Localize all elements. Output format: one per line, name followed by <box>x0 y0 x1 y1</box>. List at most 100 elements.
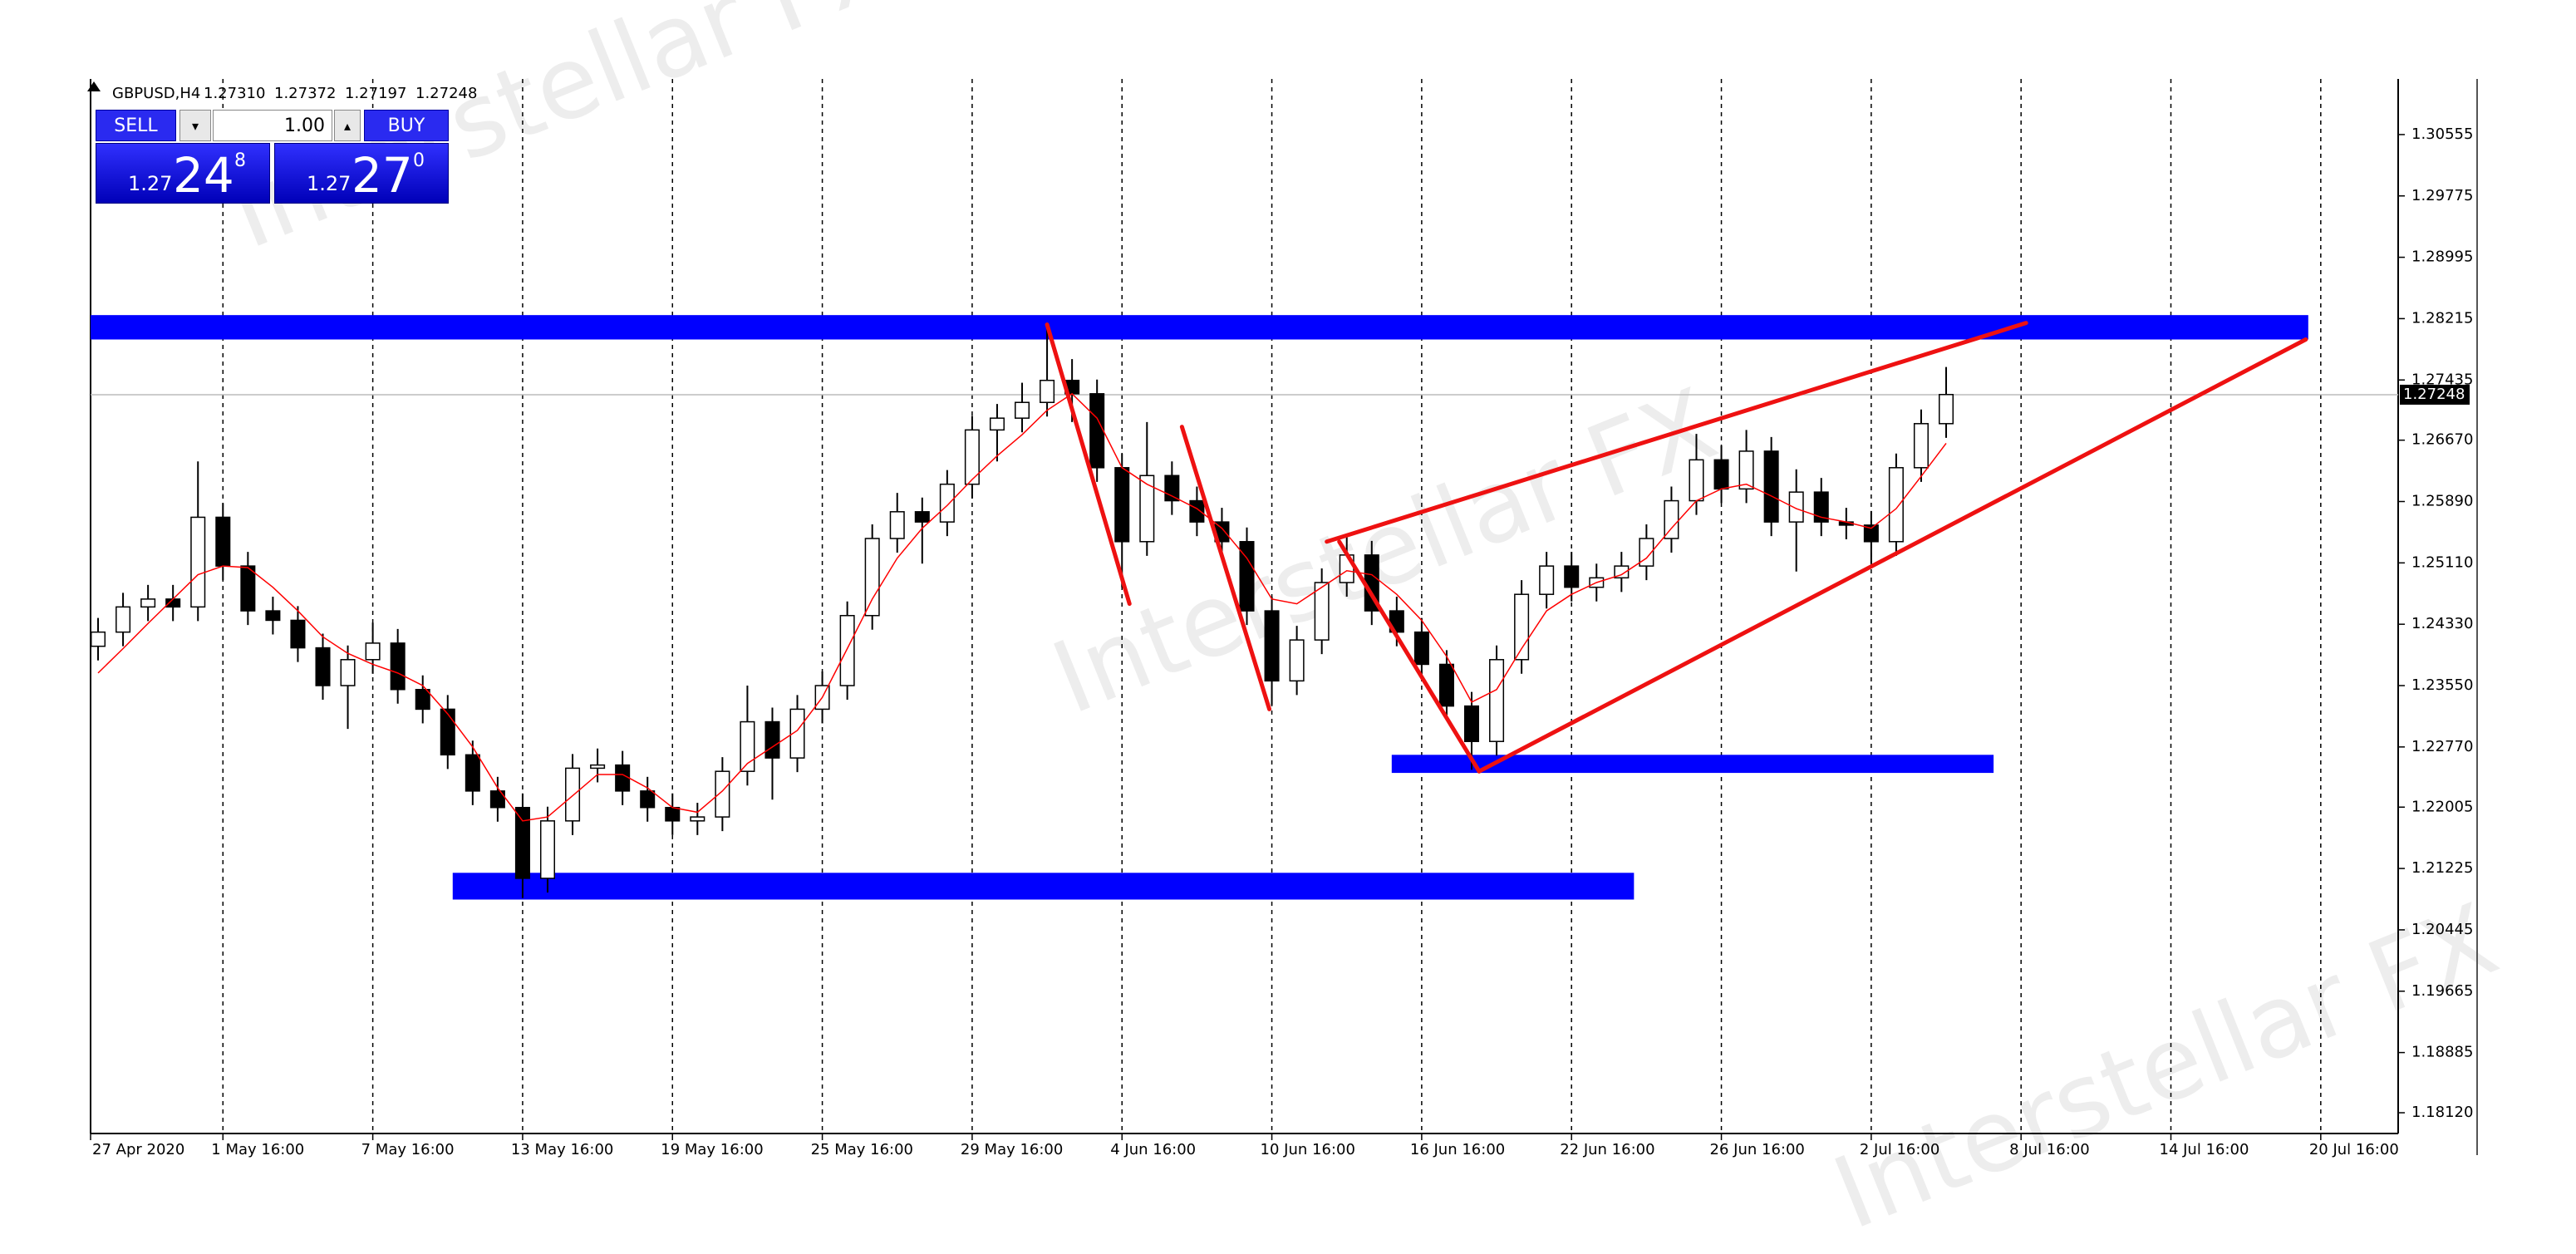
y-tick-label: 1.19665 <box>2411 982 2473 1000</box>
zone <box>452 873 1635 900</box>
lot-down[interactable]: ▾ <box>179 110 211 141</box>
candle-body <box>1463 705 1480 742</box>
x-tick-label: 27 Apr 2020 <box>92 1141 184 1158</box>
y-tick-label: 1.24330 <box>2411 615 2473 632</box>
ask-small: 1.27 <box>307 172 351 195</box>
y-tick-label: 1.20445 <box>2411 921 2473 938</box>
candle-body <box>340 659 356 686</box>
trend-line <box>1337 539 1482 774</box>
candle-body <box>740 720 755 772</box>
candle-body <box>640 790 656 809</box>
candle-body <box>415 688 430 711</box>
moving-average <box>97 392 1947 822</box>
y-tick-label: 1.26670 <box>2411 431 2473 449</box>
y-tick-label: 1.22770 <box>2411 738 2473 755</box>
candle-body <box>1639 538 1654 567</box>
candle-body <box>1713 459 1729 490</box>
candle-body <box>215 516 231 567</box>
candle-body <box>1289 639 1305 682</box>
candle-body <box>764 720 780 759</box>
candle-body <box>665 806 681 822</box>
candle-body <box>715 770 730 818</box>
candle-body <box>914 511 930 523</box>
candle-body <box>1139 475 1155 543</box>
candle-body <box>290 619 306 649</box>
ask-price[interactable]: 1.27 27 0 <box>274 143 449 204</box>
candle-body <box>1015 401 1030 419</box>
lot-input[interactable]: 1.00 <box>213 110 332 141</box>
x-tick-label: 14 Jul 16:00 <box>2160 1141 2249 1158</box>
y-tick-label: 1.30555 <box>2411 125 2473 143</box>
candle-body <box>1164 475 1180 502</box>
watermark: Interstellar FX <box>1038 367 1732 737</box>
candle-body <box>964 429 980 485</box>
x-tick-label: 7 May 16:00 <box>361 1141 455 1158</box>
candle-body <box>1489 659 1505 742</box>
collapse-icon[interactable] <box>87 81 101 91</box>
x-tick-label: 19 May 16:00 <box>661 1141 763 1158</box>
x-tick-label: 29 May 16:00 <box>961 1141 1063 1158</box>
x-tick-label: 22 Jun 16:00 <box>1560 1141 1654 1158</box>
bid-price[interactable]: 1.27 24 8 <box>96 143 270 204</box>
x-tick-label: 1 May 16:00 <box>211 1141 304 1158</box>
y-tick-label: 1.18885 <box>2411 1044 2473 1061</box>
candle-body <box>1114 467 1130 543</box>
candle-body <box>1189 499 1205 523</box>
y-tick-label: 1.28215 <box>2411 309 2473 327</box>
candle-body <box>1539 565 1555 595</box>
x-tick-label: 10 Jun 16:00 <box>1261 1141 1355 1158</box>
candle-body <box>140 598 156 608</box>
candle-body <box>1438 663 1454 707</box>
candle-body <box>1763 450 1779 523</box>
candle-body <box>1314 582 1330 641</box>
candle-body <box>390 642 406 691</box>
x-tick-label: 16 Jun 16:00 <box>1410 1141 1505 1158</box>
candle-body <box>1264 610 1280 682</box>
y-tick-label: 1.23550 <box>2411 676 2473 694</box>
lot-up[interactable]: ▴ <box>334 110 361 141</box>
candle-body <box>240 565 256 612</box>
candle-body <box>615 764 631 792</box>
current-price-box <box>2400 384 2470 405</box>
candle-body <box>1738 450 1754 490</box>
candle-body <box>989 417 1005 431</box>
candle-body <box>839 615 855 686</box>
trend-line <box>1045 322 1132 607</box>
bid-big: 24 <box>173 147 234 204</box>
candle-body <box>365 642 381 661</box>
trend-line <box>1325 321 2028 544</box>
y-tick-label: 1.22005 <box>2411 798 2473 815</box>
candle-body <box>1239 541 1255 612</box>
x-tick-label: 25 May 16:00 <box>811 1141 913 1158</box>
y-tick-label: 1.28995 <box>2411 248 2473 266</box>
y-tick-label: 1.29775 <box>2411 187 2473 204</box>
candle-body <box>939 483 955 523</box>
candle-body <box>1689 459 1704 502</box>
candle-body <box>1888 467 1904 543</box>
buy-button[interactable]: BUY <box>364 110 449 141</box>
candle-body <box>864 538 880 617</box>
candle-body <box>1788 491 1804 523</box>
candle-body <box>116 606 131 633</box>
symbol: GBPUSD,H4 <box>112 85 200 102</box>
candle-body <box>265 610 281 622</box>
candle-body <box>91 631 106 647</box>
candle-body <box>514 806 530 879</box>
trend-line <box>1179 425 1272 711</box>
x-tick-label: 4 Jun 16:00 <box>1110 1141 1196 1158</box>
candle-body <box>440 708 455 756</box>
bid-pip: 8 <box>234 150 246 171</box>
zone <box>91 315 2308 340</box>
ohlc-high: 1.27372 <box>274 85 336 102</box>
candle-body <box>315 647 331 686</box>
candle-body <box>1614 565 1630 579</box>
watermark: Interstellar FX <box>1819 883 2513 1252</box>
sell-button[interactable]: SELL <box>96 110 176 141</box>
candle-body <box>1664 499 1679 539</box>
x-tick-label: 8 Jul 16:00 <box>2009 1141 2090 1158</box>
x-tick-label: 20 Jul 16:00 <box>2309 1141 2399 1158</box>
candle-body <box>465 754 480 792</box>
candle-body <box>1863 524 1879 543</box>
